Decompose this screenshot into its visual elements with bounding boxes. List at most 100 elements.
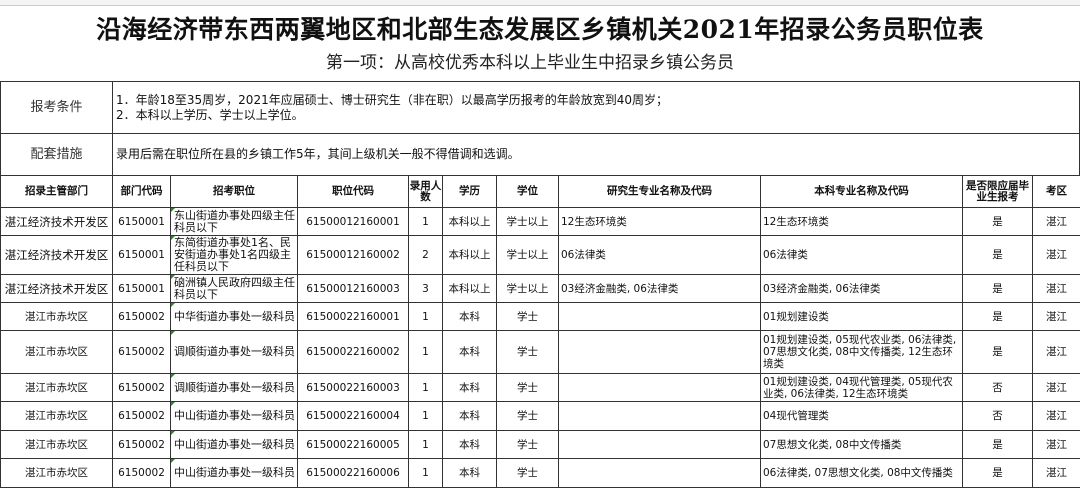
cell-dept: 湛江市赤坎区 (0, 330, 113, 374)
cell-fresh-grad-only: 是 (962, 302, 1033, 331)
cell-degree: 学士以上 (496, 207, 559, 236)
positions-table: 招录主管部门 部门代码 招考职位 职位代码 录用人数 学历 学位 研究生专业名称及代码 本科专业… (0, 175, 1080, 488)
cell-headcount: 1 (408, 330, 443, 374)
cell-education: 本科以上 (442, 274, 497, 303)
cell-exam-area: 湛江 (1032, 330, 1080, 374)
requirements-label: 报考条件 (0, 81, 113, 134)
cell-degree: 学士 (496, 302, 559, 331)
header-row: 招录主管部门 部门代码 招考职位 职位代码 录用人数 学历 学位 研究生专业名称及代码 本科专业… (0, 175, 1080, 208)
cell-dept: 湛江经济技术开发区 (0, 207, 113, 236)
cell-degree: 学士 (496, 373, 559, 402)
cell-education: 本科 (442, 302, 497, 331)
cell-position: 中山街道办事处一级科员 (170, 430, 298, 459)
cell-position: 中山街道办事处一级科员 (170, 458, 298, 488)
table-row: 湛江市赤坎区 6150002 调顺街道办事处一级科员 61500022160002 1 本… (0, 330, 1080, 374)
cell-degree: 学士 (496, 458, 559, 488)
cell-headcount: 3 (408, 274, 443, 303)
spreadsheet-top-strip (0, 0, 1080, 6)
cell-grad-major: 12生态环境类 (558, 207, 761, 236)
table-row: 湛江经济技术开发区 6150001 东山街道办事处四级主任科员以下 615000121… (0, 207, 1080, 236)
cell-fresh-grad-only: 是 (962, 330, 1033, 374)
cell-exam-area: 湛江 (1032, 235, 1080, 275)
table-row: 湛江市赤坎区 6150002 中山街道办事处一级科员 61500022160006 1 本… (0, 458, 1080, 488)
cell-grad-major (558, 458, 761, 488)
cell-position-code: 61500022160003 (297, 373, 409, 402)
table-row: 湛江市赤坎区 6150002 调顺街道办事处一级科员 61500022160003 1 本… (0, 373, 1080, 402)
cell-dept: 湛江市赤坎区 (0, 302, 113, 331)
cell-degree: 学士以上 (496, 274, 559, 303)
cell-exam-area: 湛江 (1032, 302, 1080, 331)
cell-headcount: 1 (408, 207, 443, 236)
column-header-dept: 招录主管部门 (0, 175, 113, 208)
cell-education: 本科 (442, 330, 497, 374)
column-header-fresh-grad-only: 是否限应届毕业生报考 (962, 175, 1033, 208)
cell-undergrad-major: 03经济金融类, 06法律类 (760, 274, 963, 303)
column-header-degree: 学位 (496, 175, 559, 208)
cell-dept-code: 6150001 (112, 274, 171, 303)
cell-fresh-grad-only: 是 (962, 274, 1033, 303)
cell-degree: 学士 (496, 401, 559, 431)
cell-dept-code: 6150001 (112, 207, 171, 236)
cell-dept-code: 6150001 (112, 235, 171, 275)
cell-exam-area: 湛江 (1032, 458, 1080, 488)
cell-education: 本科以上 (442, 207, 497, 236)
cell-position-code: 61500012160002 (297, 235, 409, 275)
table-row: 湛江市赤坎区 6150002 中山街道办事处一级科员 61500022160005 1 本… (0, 430, 1080, 459)
cell-undergrad-major: 06法律类 (760, 235, 963, 275)
requirement-line: 2．本科以上学历、学士以上学位。 (116, 107, 304, 122)
cell-position-code: 61500022160005 (297, 430, 409, 459)
requirement-line: 1．年龄18至35周岁，2021年应届硕士、博士研究生（非在职）以最高学历报考的… (116, 92, 668, 107)
cell-position: 中华街道办事处一级科员 (170, 302, 298, 331)
cell-education: 本科 (442, 430, 497, 459)
cell-grad-major (558, 302, 761, 331)
cell-fresh-grad-only: 是 (962, 207, 1033, 236)
cell-fresh-grad-only: 否 (962, 401, 1033, 431)
cell-undergrad-major: 01规划建设类 (760, 302, 963, 331)
table-row: 湛江经济技术开发区 6150001 东简街道办事处1名、民安街道办事处1名四级主任科… (0, 235, 1080, 275)
column-header-position-code: 职位代码 (297, 175, 409, 208)
cell-headcount: 1 (408, 430, 443, 459)
cell-degree: 学士 (496, 430, 559, 459)
column-header-education: 学历 (442, 175, 497, 208)
cell-fresh-grad-only: 是 (962, 235, 1033, 275)
cell-position: 东山街道办事处四级主任科员以下 (170, 207, 298, 236)
table-row: 湛江市赤坎区 6150002 中山街道办事处一级科员 61500022160004 1 本… (0, 401, 1080, 431)
column-header-grad-major: 研究生专业名称及代码 (558, 175, 761, 208)
cell-position-code: 61500012160003 (297, 274, 409, 303)
cell-headcount: 1 (408, 373, 443, 402)
cell-dept: 湛江市赤坎区 (0, 430, 113, 459)
cell-undergrad-major: 07思想文化类, 08中文传播类 (760, 430, 963, 459)
column-header-headcount: 录用人数 (408, 175, 443, 208)
cell-dept-code: 6150002 (112, 373, 171, 402)
cell-headcount: 1 (408, 302, 443, 331)
cell-position-code: 61500022160006 (297, 458, 409, 488)
measures-text: 录用后需在职位所在县的乡镇工作5年，其间上级机关一般不得借调和选调。 (112, 133, 1080, 176)
cell-dept-code: 6150002 (112, 302, 171, 331)
cell-fresh-grad-only: 是 (962, 430, 1033, 459)
cell-position-code: 61500022160002 (297, 330, 409, 374)
cell-dept: 湛江经济技术开发区 (0, 235, 113, 275)
cell-dept-code: 6150002 (112, 458, 171, 488)
cell-position-code: 61500022160004 (297, 401, 409, 431)
cell-education: 本科以上 (442, 235, 497, 275)
cell-undergrad-major: 04现代管理类 (760, 401, 963, 431)
cell-dept: 湛江市赤坎区 (0, 401, 113, 431)
cell-exam-area: 湛江 (1032, 207, 1080, 236)
column-header-position: 招考职位 (170, 175, 298, 208)
cell-fresh-grad-only: 否 (962, 373, 1033, 402)
cell-fresh-grad-only: 是 (962, 458, 1033, 488)
cell-position: 中山街道办事处一级科员 (170, 401, 298, 431)
cell-undergrad-major: 01规划建设类, 04现代管理类, 05现代农业类, 06法律类, 12生态环境… (760, 373, 963, 402)
cell-grad-major (558, 330, 761, 374)
cell-grad-major: 06法律类 (558, 235, 761, 275)
column-header-undergrad-major: 本科专业名称及代码 (760, 175, 963, 208)
cell-grad-major: 03经济金融类, 06法律类 (558, 274, 761, 303)
cell-education: 本科 (442, 373, 497, 402)
column-header-dept-code: 部门代码 (112, 175, 171, 208)
cell-headcount: 2 (408, 235, 443, 275)
cell-dept: 湛江市赤坎区 (0, 458, 113, 488)
cell-grad-major (558, 373, 761, 402)
cell-undergrad-major: 12生态环境类 (760, 207, 963, 236)
cell-dept-code: 6150002 (112, 430, 171, 459)
cell-position-code: 61500012160001 (297, 207, 409, 236)
